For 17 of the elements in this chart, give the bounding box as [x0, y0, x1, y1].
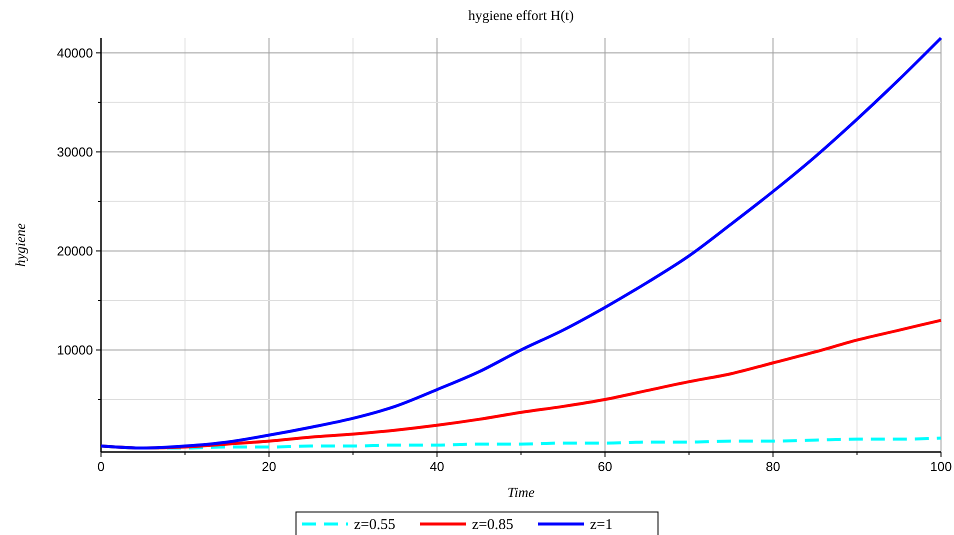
y-axis-title: hygiene [14, 223, 29, 267]
x-axis-title: Time [507, 486, 535, 501]
y-tick-label: 10000 [56, 342, 93, 358]
x-tick-label: 100 [930, 459, 952, 474]
chart-title: hygiene effort H(t) [468, 9, 574, 24]
line-series [100, 36, 942, 450]
x-tick-label: 40 [430, 459, 444, 474]
x-tick-label: 0 [97, 459, 105, 474]
x-tick-label: 20 [262, 459, 276, 474]
legend-label: z=0.55 [354, 517, 396, 533]
y-tick-label: 40000 [56, 45, 93, 60]
x-tick-label: 60 [598, 459, 612, 474]
y-tick-label: 20000 [56, 243, 93, 258]
legend-label: z=1 [590, 517, 613, 533]
legend-label: z=0.85 [472, 517, 514, 533]
y-tick-label: 30000 [56, 144, 93, 160]
x-tick-label: 80 [766, 459, 780, 474]
